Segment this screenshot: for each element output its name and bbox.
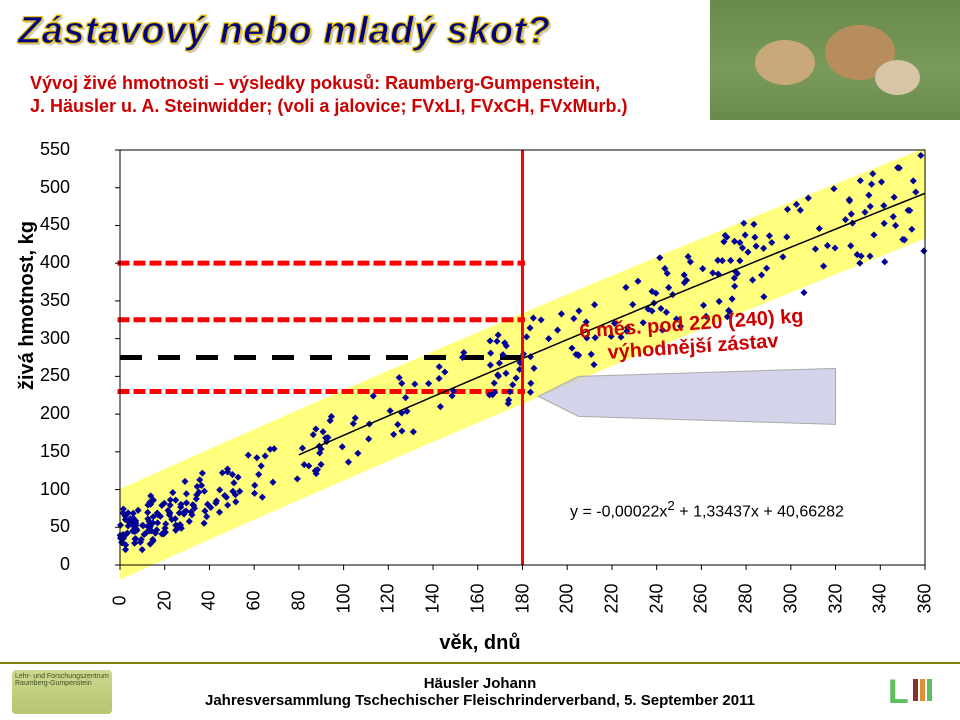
y-tick: 550 [10, 139, 70, 160]
x-tick: 80 [288, 588, 309, 614]
x-tick: 200 [557, 588, 578, 614]
footer-logo-left: Lehr- und ForschungszentrumRaumberg-Gump… [12, 670, 112, 714]
x-tick: 360 [915, 588, 936, 614]
y-tick: 200 [10, 403, 70, 424]
x-tick: 160 [467, 588, 488, 614]
x-tick: 280 [736, 588, 757, 614]
x-tick: 140 [423, 588, 444, 614]
scatter-chart [70, 140, 940, 620]
y-tick: 450 [10, 214, 70, 235]
x-tick: 0 [110, 588, 131, 614]
x-tick: 220 [601, 588, 622, 614]
header-photo [710, 0, 960, 120]
footer: Lehr- und ForschungszentrumRaumberg-Gump… [0, 662, 960, 720]
footer-line1: Häusler Johann [424, 675, 537, 692]
footer-text: Häusler Johann Jahresversammlung Tschech… [205, 675, 755, 709]
y-tick: 300 [10, 328, 70, 349]
x-tick: 60 [244, 588, 265, 614]
y-tick: 500 [10, 177, 70, 198]
x-tick: 100 [333, 588, 354, 614]
slide-title: Zástavový nebo mladý skot? [18, 10, 551, 53]
x-axis-label: věk, dnů [10, 632, 950, 655]
y-tick: 100 [10, 479, 70, 500]
footer-logo-right: L [888, 674, 948, 710]
y-tick: 150 [10, 441, 70, 462]
subtitle-line1: Vývoj živé hmotnosti – výsledky pokusů: … [30, 73, 600, 93]
x-tick: 260 [691, 588, 712, 614]
subtitle-line2: J. Häusler u. A. Steinwidder; (voli a ja… [30, 96, 627, 116]
fit-equation: y = -0,00022x2 + 1,33437x + 40,66282 [570, 498, 844, 521]
x-tick: 120 [378, 588, 399, 614]
eq-part2: + 1,33437x + 40,66282 [675, 503, 844, 520]
chart-area: živá hmotnost, kg 0501001502002503003504… [10, 140, 950, 645]
slide-subtitle: Vývoj živé hmotnosti – výsledky pokusů: … [30, 72, 650, 119]
cow-shape [875, 60, 920, 95]
x-tick: 40 [199, 588, 220, 614]
y-tick: 350 [10, 290, 70, 311]
cow-shape [755, 40, 815, 85]
logo-bars [913, 679, 934, 706]
x-tick: 320 [825, 588, 846, 614]
eq-exp: 2 [667, 498, 674, 513]
x-tick: 340 [870, 588, 891, 614]
slide: Zástavový nebo mladý skot? Vývoj živé hm… [0, 0, 960, 720]
x-tick: 240 [646, 588, 667, 614]
y-tick: 250 [10, 365, 70, 386]
eq-part1: y = -0,00022x [570, 503, 667, 520]
y-tick: 0 [10, 554, 70, 575]
footer-line2: Jahresversammlung Tschechischer Fleischr… [205, 692, 755, 709]
y-tick: 400 [10, 252, 70, 273]
logo-letter: L [888, 673, 909, 712]
x-tick: 300 [780, 588, 801, 614]
x-tick: 20 [154, 588, 175, 614]
x-tick: 180 [512, 588, 533, 614]
y-tick: 50 [10, 516, 70, 537]
